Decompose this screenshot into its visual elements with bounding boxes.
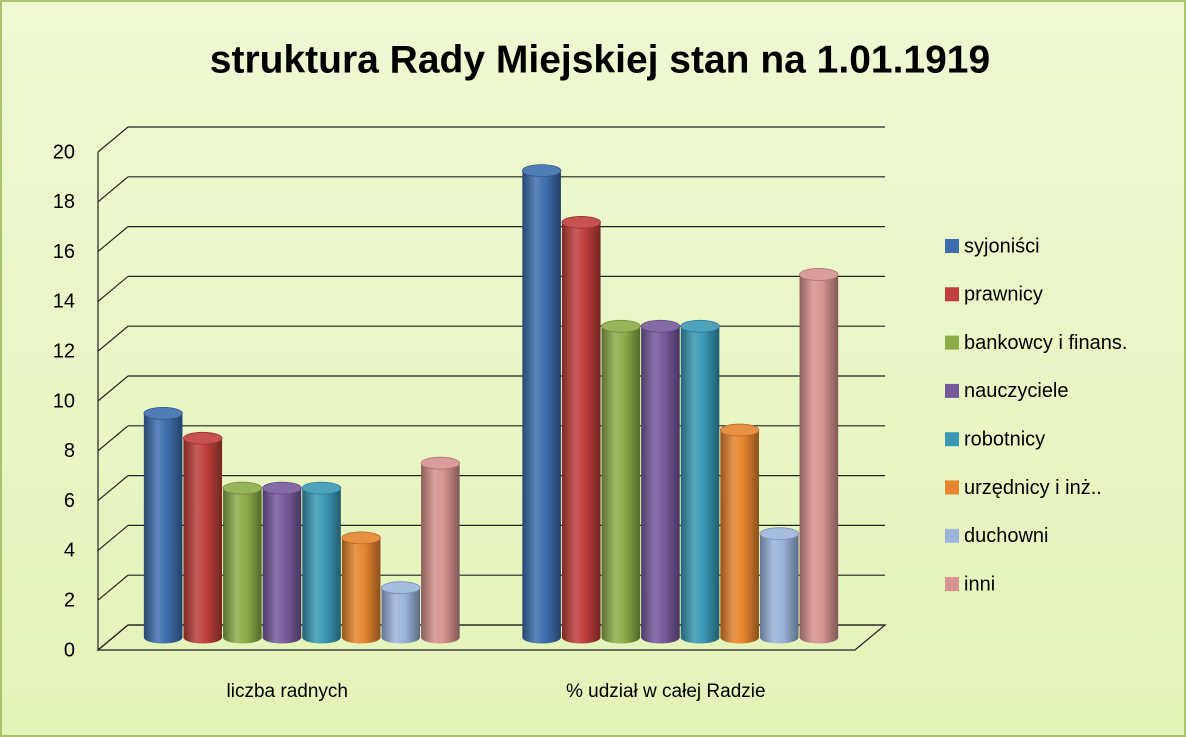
chart-title: struktura Rady Miejskiej stan na 1.01.19… <box>210 38 990 81</box>
bar-cap <box>341 531 381 545</box>
bar-cap <box>799 268 839 281</box>
bar-cap <box>262 481 302 495</box>
bar-base <box>522 631 561 644</box>
bar <box>641 326 680 638</box>
bar-base <box>302 631 341 644</box>
bar-cap <box>680 319 720 333</box>
legend-swatch <box>945 335 959 350</box>
bar-cap <box>301 481 342 495</box>
bar <box>680 326 720 638</box>
bar-base <box>143 631 183 644</box>
y-tick-label: 18 <box>53 191 75 213</box>
y-tick-label: 4 <box>64 540 75 562</box>
grid-line-side <box>97 475 129 502</box>
grid-line-side <box>97 226 129 253</box>
bar <box>183 438 223 638</box>
bar-cap <box>420 456 461 470</box>
bar <box>381 587 421 638</box>
bar-cap <box>183 431 223 445</box>
legend-label: syjoniści <box>964 235 1040 257</box>
bar <box>341 537 381 638</box>
y-tick-label: 16 <box>53 241 75 263</box>
y-tick-label: 10 <box>53 390 75 412</box>
bar-base <box>223 631 262 644</box>
legend-label: inni <box>964 573 995 595</box>
bar-base <box>680 631 720 644</box>
bar <box>143 413 183 638</box>
grid-line-side <box>97 425 129 452</box>
y-tick-label: 0 <box>64 639 75 661</box>
legend-label: bankowcy i finans. <box>964 332 1127 354</box>
legend-swatch <box>945 239 959 253</box>
bar-cap <box>521 164 562 178</box>
bar <box>223 488 262 638</box>
y-tick-label: 8 <box>64 440 75 462</box>
bar-base <box>561 631 601 644</box>
bar-base <box>720 631 759 644</box>
bar-cap <box>222 481 263 495</box>
grid-line-side <box>97 176 129 203</box>
bar <box>799 274 839 638</box>
grid-line-side <box>97 325 129 352</box>
bar-base <box>641 631 680 644</box>
bar <box>421 463 460 638</box>
grid-line-side <box>97 126 129 153</box>
bar <box>759 533 799 638</box>
bar <box>302 488 341 638</box>
bar-base <box>759 631 799 644</box>
bar-base <box>341 631 381 644</box>
legend-swatch <box>945 577 959 592</box>
legend-swatch <box>945 287 959 302</box>
bar-base <box>183 631 223 644</box>
legend-label: prawnicy <box>964 284 1043 306</box>
bar-cap <box>640 319 681 333</box>
y-tick-label: 6 <box>64 490 75 512</box>
y-tick-label: 12 <box>53 340 75 362</box>
grid-line-side <box>97 524 129 551</box>
legend-label: robotnicy <box>964 428 1045 450</box>
legend-label: urzędnicy i inż.. <box>964 477 1102 499</box>
bar-cap <box>561 216 601 229</box>
bar <box>601 326 641 638</box>
legend-label: duchowni <box>964 525 1049 547</box>
bar-cap <box>143 406 183 420</box>
bar-base <box>421 631 460 644</box>
grid-line-side <box>97 624 129 651</box>
x-tick-label: % udział w całej Radzie <box>566 681 766 702</box>
bar-cap <box>719 423 760 437</box>
grid-line-side <box>97 375 129 402</box>
legend-swatch <box>945 528 959 543</box>
bar-cap <box>759 527 799 541</box>
legend-label: nauczyciele <box>964 380 1069 402</box>
x-tick-label: liczba radnych <box>227 681 348 702</box>
legend-swatch <box>945 432 959 447</box>
y-tick-label: 14 <box>53 291 75 313</box>
bar <box>561 222 601 638</box>
y-tick-label: 2 <box>64 589 75 611</box>
bar <box>720 430 759 638</box>
grid-line-side <box>97 574 129 601</box>
grid-line-side <box>97 275 129 302</box>
y-tick-label: 20 <box>53 141 75 163</box>
bar-base <box>601 631 641 644</box>
legend-swatch <box>945 480 959 495</box>
bar-base <box>799 631 839 644</box>
bar-cap <box>601 319 641 333</box>
bar-cap <box>381 581 421 595</box>
bar <box>262 488 302 638</box>
bar-base <box>262 631 302 644</box>
legend-swatch <box>945 383 959 398</box>
bar <box>522 170 561 638</box>
bar-base <box>381 631 421 644</box>
